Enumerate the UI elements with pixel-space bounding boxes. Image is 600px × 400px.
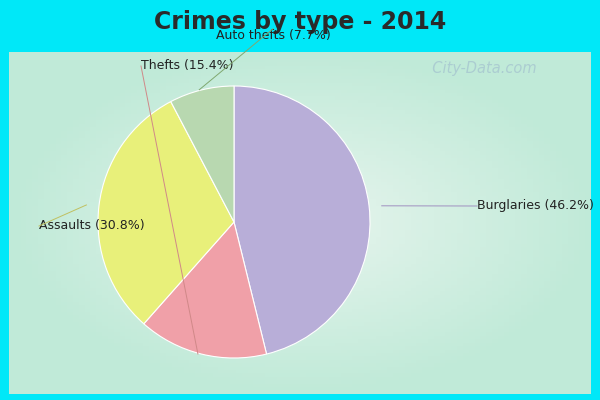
Text: City-Data.com: City-Data.com xyxy=(423,60,537,76)
Wedge shape xyxy=(98,102,234,324)
Text: Thefts (15.4%): Thefts (15.4%) xyxy=(141,60,233,72)
Wedge shape xyxy=(144,222,266,358)
Text: Assaults (30.8%): Assaults (30.8%) xyxy=(39,220,145,232)
Text: Crimes by type - 2014: Crimes by type - 2014 xyxy=(154,10,446,34)
Text: Burglaries (46.2%): Burglaries (46.2%) xyxy=(477,200,594,212)
Wedge shape xyxy=(234,86,370,354)
Text: Auto thefts (7.7%): Auto thefts (7.7%) xyxy=(215,29,331,42)
Wedge shape xyxy=(171,86,234,222)
